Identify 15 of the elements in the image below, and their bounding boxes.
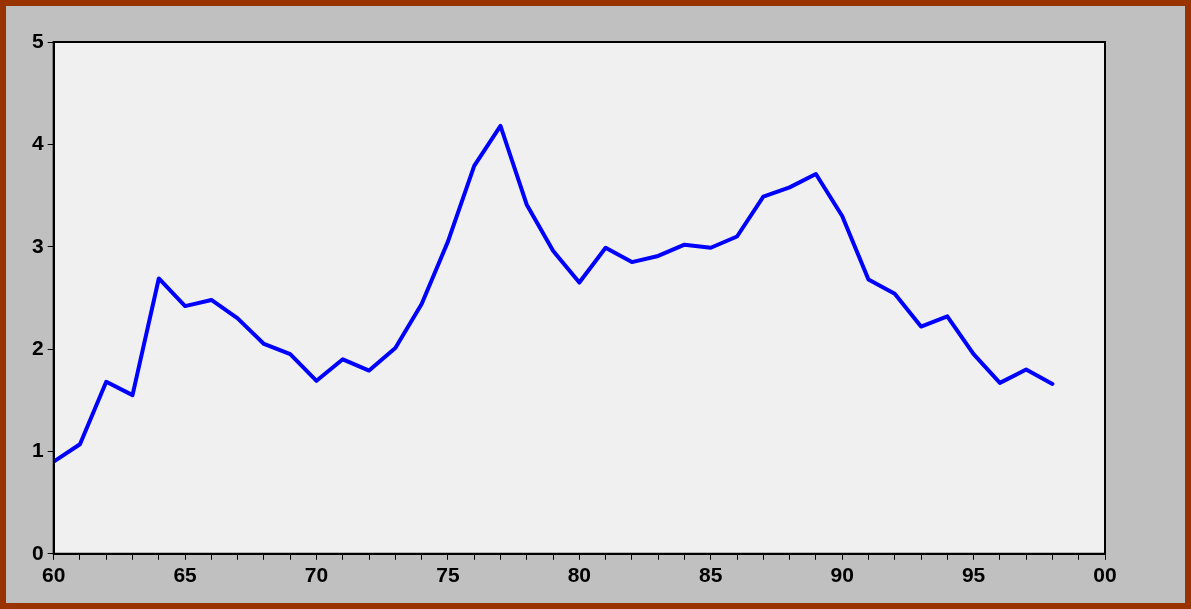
y-tick-label: 4 (31, 131, 44, 155)
x-tick-label: 60 (42, 563, 66, 587)
x-tick-label: 70 (304, 563, 329, 587)
x-tick-label: 85 (699, 563, 723, 587)
x-tick-label: 00 (1093, 563, 1117, 587)
y-tick-label: 3 (31, 233, 44, 257)
x-tick-label: 80 (567, 563, 592, 587)
y-tick-label: 2 (31, 335, 44, 359)
x-tick-label: 90 (830, 563, 854, 587)
y-tick-label: 1 (31, 438, 44, 462)
y-tick-label: 5 (31, 28, 44, 52)
x-tick-label: 65 (173, 563, 198, 587)
y-tick-label: 0 (31, 540, 44, 564)
x-tick-label: 75 (436, 563, 460, 587)
x-tick-label: 95 (961, 563, 986, 587)
